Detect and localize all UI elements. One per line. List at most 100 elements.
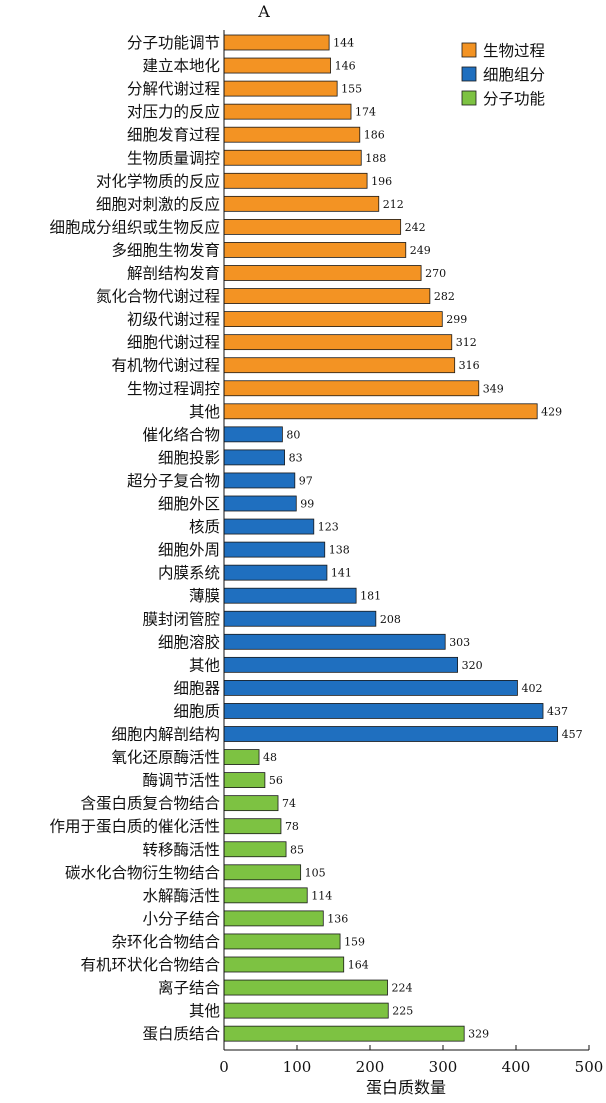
bar xyxy=(223,334,453,351)
value-label: 249 xyxy=(410,244,431,257)
value-label: 97 xyxy=(299,474,313,487)
bar xyxy=(223,380,480,397)
category-label: 氧化还原酶活性 xyxy=(111,749,220,767)
category-label: 细胞外周 xyxy=(158,541,220,559)
category-label: 小分子结合 xyxy=(142,910,220,928)
value-label: 164 xyxy=(348,959,369,972)
category-label: 细胞代谢过程 xyxy=(127,334,220,352)
bar xyxy=(223,126,361,143)
bar xyxy=(223,864,302,881)
category-label: 其他 xyxy=(189,403,220,421)
bar xyxy=(223,288,431,304)
bars-layer: 分子功能调节 144 建立本地化 146 分解代谢过程 155 对压力的反应 174 细胞发育过… xyxy=(49,34,582,1043)
value-label: 349 xyxy=(483,382,504,395)
value-label: 320 xyxy=(462,659,483,672)
value-label: 80 xyxy=(286,428,300,441)
value-label: 402 xyxy=(521,682,542,695)
bar xyxy=(223,311,443,328)
value-label: 74 xyxy=(282,797,296,810)
value-label: 114 xyxy=(311,889,332,902)
value-label: 159 xyxy=(344,935,365,948)
value-label: 155 xyxy=(341,83,362,96)
bar xyxy=(223,357,456,374)
category-label: 离子结合 xyxy=(158,979,221,997)
category-label: 有机环状化合物结合 xyxy=(80,956,220,974)
value-label: 303 xyxy=(449,636,470,649)
value-label: 99 xyxy=(300,498,314,511)
value-label: 123 xyxy=(318,521,339,534)
value-label: 224 xyxy=(392,982,413,995)
category-label: 细胞器 xyxy=(173,679,220,697)
bar xyxy=(223,80,338,97)
category-label: 薄膜 xyxy=(189,587,220,605)
bar xyxy=(223,910,324,927)
bar xyxy=(223,149,362,166)
value-label: 105 xyxy=(305,866,326,879)
value-label: 299 xyxy=(446,313,467,326)
category-label: 作用于蛋白质的催化活性 xyxy=(49,818,220,836)
bar xyxy=(223,242,407,258)
bar xyxy=(223,265,422,281)
value-label: 312 xyxy=(456,336,477,349)
category-label: 细胞质 xyxy=(173,702,220,720)
bar xyxy=(223,472,296,489)
category-label: 生物质量调控 xyxy=(127,149,220,167)
category-label: 其他 xyxy=(189,656,220,674)
category-label: 生物过程调控 xyxy=(127,380,220,398)
x-tick-label: 500 xyxy=(575,1058,604,1076)
bar xyxy=(223,841,287,858)
category-label: 含蛋白质复合物结合 xyxy=(80,795,220,813)
bar xyxy=(223,449,285,466)
category-label: 有机物代谢过程 xyxy=(111,357,220,375)
value-label: 270 xyxy=(425,267,446,280)
value-label: 429 xyxy=(541,405,562,418)
bar xyxy=(223,656,459,673)
category-label: 解剖结构发育 xyxy=(127,265,220,283)
category-label: 细胞溶胶 xyxy=(158,633,220,651)
value-label: 188 xyxy=(365,152,386,165)
bar xyxy=(223,218,402,235)
x-tick-label: 100 xyxy=(283,1058,312,1076)
x-tick-label: 300 xyxy=(429,1058,458,1076)
bar xyxy=(223,703,544,719)
category-label: 对化学物质的反应 xyxy=(96,171,220,190)
category-label: 其他 xyxy=(189,1002,220,1020)
value-label: 181 xyxy=(360,590,381,603)
bar xyxy=(223,1002,389,1019)
category-label: 杂环化合物结合 xyxy=(111,933,220,951)
value-label: 208 xyxy=(380,613,401,626)
value-label: 136 xyxy=(327,912,348,925)
value-label: 329 xyxy=(468,1028,489,1041)
bar xyxy=(223,610,377,627)
category-label: 初级代谢过程 xyxy=(127,311,220,329)
category-label: 催化络合物 xyxy=(142,426,220,444)
category-label: 细胞外区 xyxy=(158,495,220,513)
category-label: 核质 xyxy=(189,518,220,536)
bar xyxy=(223,1025,465,1042)
bar xyxy=(223,57,331,74)
bar xyxy=(223,795,279,812)
bar xyxy=(223,956,345,973)
x-tick-label: 0 xyxy=(219,1058,229,1076)
bar xyxy=(223,426,283,443)
category-label: 分解代谢过程 xyxy=(127,80,220,98)
value-label: 282 xyxy=(434,290,455,303)
category-label: 氮化合物代谢过程 xyxy=(96,288,220,306)
category-label: 超分子复合物 xyxy=(127,472,220,490)
bar xyxy=(223,518,315,535)
value-label: 138 xyxy=(329,544,350,557)
bar xyxy=(223,172,368,189)
x-axis: 0 100 200 300 400 500 xyxy=(219,30,603,1076)
legend-swatch xyxy=(461,90,477,106)
bar xyxy=(223,103,352,120)
value-label: 212 xyxy=(383,198,404,211)
bar xyxy=(223,726,559,742)
category-label: 分子功能调节 xyxy=(127,34,220,52)
bar xyxy=(223,403,538,420)
value-label: 83 xyxy=(289,451,303,464)
legend-label: 生物过程 xyxy=(483,42,545,60)
bar xyxy=(223,564,328,581)
bar xyxy=(223,34,330,51)
x-tick-label: 400 xyxy=(502,1058,531,1076)
value-label: 242 xyxy=(405,221,426,234)
